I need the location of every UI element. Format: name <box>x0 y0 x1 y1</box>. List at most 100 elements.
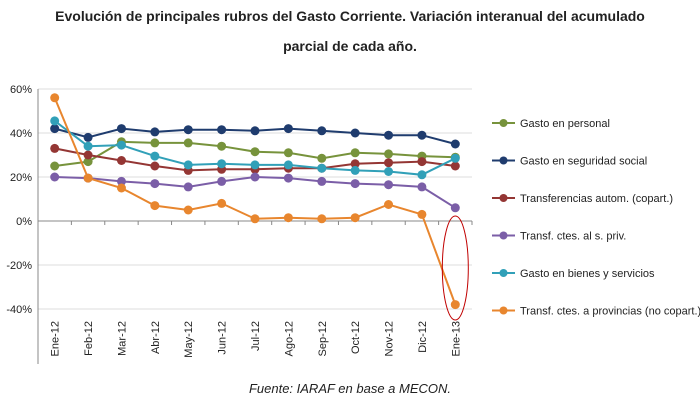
data-point <box>250 147 260 157</box>
data-point <box>150 151 160 161</box>
data-point <box>83 132 93 142</box>
legend-label: Transf. ctes. al s. priv. <box>520 231 626 243</box>
data-point <box>283 124 293 134</box>
x-tick-label: Ene-13 <box>450 321 462 356</box>
y-tick-label: 0% <box>16 216 32 228</box>
data-point <box>83 141 93 151</box>
legend-label: Gasto en personal <box>520 118 610 130</box>
data-point <box>50 172 60 182</box>
data-point <box>250 160 260 170</box>
data-point <box>50 93 60 103</box>
legend-label: Gasto en bienes y servicios <box>520 268 655 280</box>
data-point <box>450 139 460 149</box>
data-point <box>384 158 394 168</box>
data-point <box>150 161 160 171</box>
data-point <box>317 126 327 136</box>
data-point <box>217 125 227 135</box>
x-tick-label: Mar-12 <box>116 321 128 356</box>
x-tick-label: May-12 <box>183 321 195 358</box>
series-line <box>54 175 456 209</box>
data-point <box>417 182 427 192</box>
x-tick-label: Abr-12 <box>150 321 162 354</box>
x-tick-label: Ago-12 <box>283 321 295 356</box>
chart-title-line1: Evolución de principales rubros del Gast… <box>55 8 645 24</box>
legend-marker <box>499 269 508 277</box>
data-point <box>384 200 394 209</box>
data-point <box>183 205 193 215</box>
y-tick-label: -40% <box>6 304 32 316</box>
y-tick-label: 20% <box>10 172 32 184</box>
data-point <box>50 116 60 126</box>
data-point <box>150 127 160 137</box>
data-point <box>417 170 427 180</box>
data-point <box>116 140 126 150</box>
legend-marker <box>499 119 508 127</box>
data-point <box>83 173 93 183</box>
data-point <box>384 130 394 140</box>
data-point <box>217 198 227 208</box>
data-point <box>450 203 460 213</box>
data-point <box>50 161 60 171</box>
data-point <box>384 149 394 159</box>
data-point <box>116 124 126 134</box>
x-tick-label: Feb-12 <box>83 321 95 356</box>
x-tick-label: Nov-12 <box>384 321 396 356</box>
x-tick-label: Jun-12 <box>217 321 229 355</box>
legend-marker <box>499 194 508 202</box>
data-point <box>217 159 227 169</box>
data-point <box>317 214 327 224</box>
x-tick-label: Sep-12 <box>317 321 329 356</box>
data-point <box>350 165 360 175</box>
data-point <box>150 138 160 148</box>
data-point <box>183 182 193 192</box>
legend-label: Gasto en seguridad social <box>520 156 647 168</box>
data-point <box>283 160 293 170</box>
chart-title-line2: parcial de cada año. <box>283 38 417 54</box>
data-point <box>217 176 227 186</box>
data-point <box>450 300 460 310</box>
data-point <box>350 148 360 158</box>
data-point <box>50 124 60 134</box>
data-point <box>417 130 427 140</box>
data-point <box>317 153 327 163</box>
data-point <box>283 148 293 158</box>
data-point <box>250 126 260 136</box>
data-point <box>283 173 293 183</box>
y-tick-label: -20% <box>6 260 32 272</box>
data-point <box>183 160 193 170</box>
y-tick-label: 40% <box>10 128 32 140</box>
data-point <box>250 172 260 182</box>
data-point <box>283 213 293 223</box>
legend-label: Transferencias autom. (copart.) <box>520 193 673 205</box>
data-point <box>150 179 160 189</box>
data-point <box>317 176 327 186</box>
data-point <box>83 157 93 167</box>
x-tick-label: Dic-12 <box>417 321 429 353</box>
data-point <box>116 183 126 193</box>
legend-marker <box>499 306 508 315</box>
data-point <box>150 201 160 211</box>
highlight-ellipse <box>441 215 469 321</box>
x-tick-label: Jul-12 <box>250 321 262 351</box>
data-point <box>116 176 126 186</box>
data-point <box>50 143 60 153</box>
data-point <box>183 125 193 135</box>
data-point <box>250 214 260 224</box>
data-point <box>183 138 193 148</box>
data-point <box>450 153 460 163</box>
data-point <box>350 128 360 138</box>
data-point <box>350 179 360 189</box>
data-point <box>417 209 427 219</box>
legend-marker <box>499 231 508 240</box>
legend-marker <box>499 156 508 165</box>
data-point <box>417 157 427 167</box>
data-point <box>116 156 126 165</box>
data-point <box>450 161 460 171</box>
data-point <box>384 180 394 190</box>
data-point <box>317 163 327 173</box>
source-note: Fuente: IARAF en base a MECON. <box>248 381 452 396</box>
data-point <box>83 150 93 160</box>
x-tick-label: Ene-12 <box>50 321 62 356</box>
